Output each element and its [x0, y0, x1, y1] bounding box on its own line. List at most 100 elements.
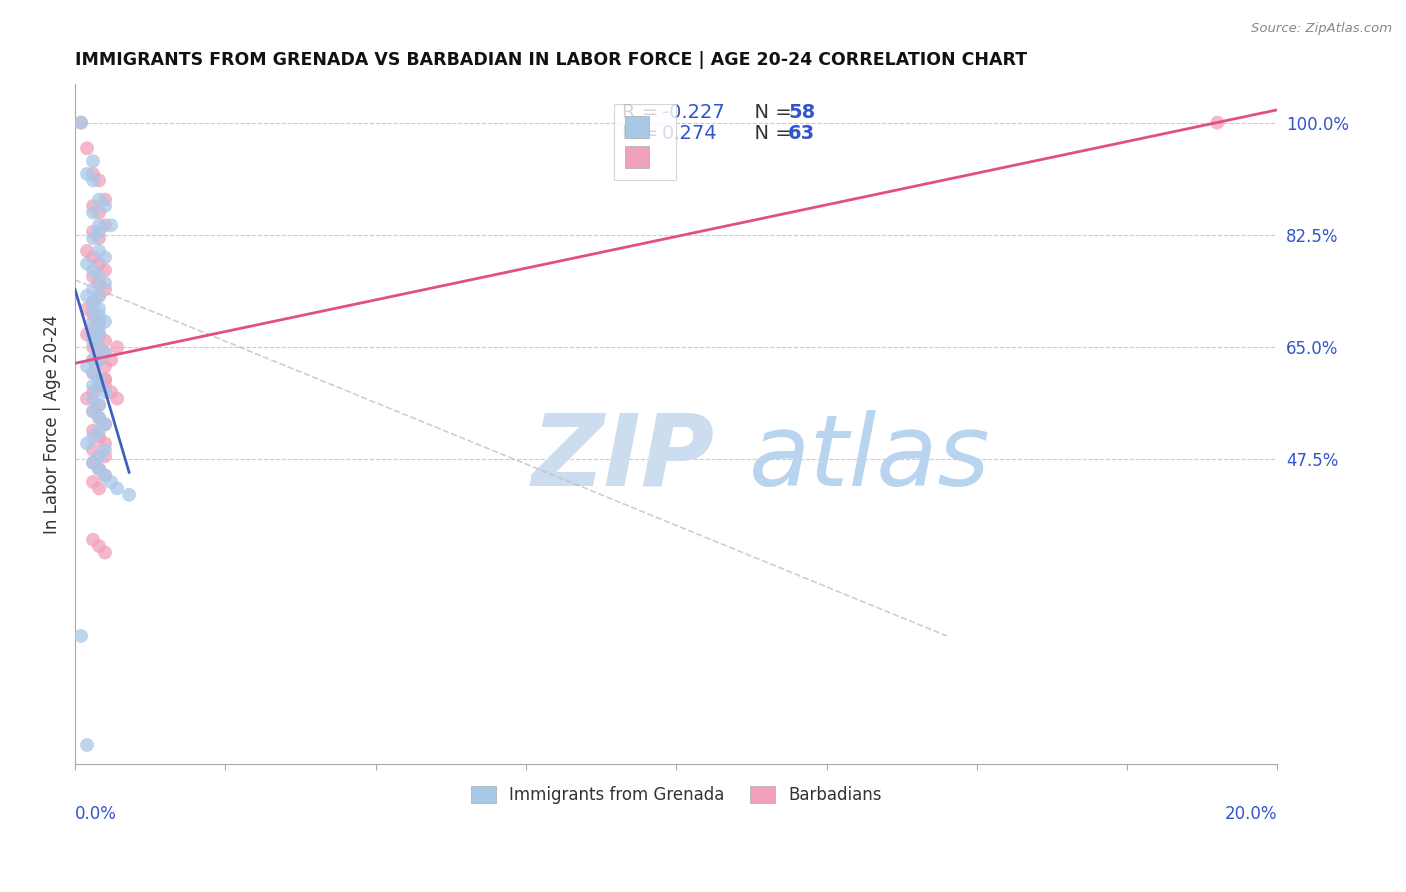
- Point: [87, 398, 110, 412]
- Point: [82, 378, 104, 392]
- Point: [87, 308, 110, 322]
- Legend: Immigrants from Grenada, Barbadians: Immigrants from Grenada, Barbadians: [464, 779, 889, 810]
- Point: [118, 488, 141, 502]
- Point: [94, 251, 117, 265]
- Point: [76, 392, 98, 406]
- Text: R =: R =: [621, 124, 671, 143]
- Point: [94, 263, 117, 277]
- Point: [82, 424, 104, 438]
- Text: 63: 63: [789, 124, 815, 143]
- Text: N =: N =: [742, 124, 799, 143]
- Point: [76, 738, 98, 752]
- Text: 20.0%: 20.0%: [1225, 805, 1278, 823]
- Point: [94, 346, 117, 360]
- Point: [82, 199, 104, 213]
- Point: [82, 430, 104, 444]
- Point: [87, 450, 110, 464]
- Point: [94, 359, 117, 374]
- Point: [87, 424, 110, 438]
- Point: [82, 385, 104, 400]
- Point: [94, 346, 117, 360]
- Point: [82, 205, 104, 219]
- Point: [87, 539, 110, 553]
- Point: [94, 545, 117, 559]
- Text: ZIP: ZIP: [531, 409, 714, 507]
- Point: [105, 340, 128, 354]
- Point: [87, 257, 110, 271]
- Point: [94, 276, 117, 290]
- Point: [100, 219, 122, 233]
- Point: [82, 269, 104, 284]
- Point: [82, 321, 104, 335]
- Point: [94, 378, 117, 392]
- Point: [70, 115, 93, 129]
- Point: [100, 385, 122, 400]
- Point: [82, 334, 104, 348]
- Point: [87, 173, 110, 187]
- Point: [100, 353, 122, 368]
- Point: [87, 289, 110, 303]
- Point: [82, 295, 104, 310]
- Point: [82, 295, 104, 310]
- Point: [70, 115, 93, 129]
- Point: [82, 314, 104, 328]
- Text: 58: 58: [789, 103, 815, 122]
- Point: [87, 205, 110, 219]
- Point: [87, 340, 110, 354]
- Point: [94, 334, 117, 348]
- Point: [87, 314, 110, 328]
- Point: [87, 321, 110, 335]
- Point: [87, 462, 110, 476]
- Point: [87, 276, 110, 290]
- Point: [87, 231, 110, 245]
- Point: [87, 372, 110, 386]
- Point: [94, 314, 117, 328]
- Point: [87, 398, 110, 412]
- Text: 0.0%: 0.0%: [75, 805, 117, 823]
- Point: [87, 410, 110, 425]
- Point: [82, 308, 104, 322]
- Point: [94, 385, 117, 400]
- Point: [76, 244, 98, 258]
- Point: [87, 340, 110, 354]
- Point: [94, 468, 117, 483]
- Point: [94, 450, 117, 464]
- Text: 0.274: 0.274: [662, 124, 717, 143]
- Point: [87, 378, 110, 392]
- Point: [82, 366, 104, 380]
- Point: [94, 282, 117, 296]
- Point: [76, 257, 98, 271]
- Point: [76, 167, 98, 181]
- Text: N =: N =: [742, 103, 799, 122]
- Point: [76, 327, 98, 342]
- Point: [105, 392, 128, 406]
- Point: [82, 456, 104, 470]
- Point: [82, 282, 104, 296]
- Point: [87, 481, 110, 495]
- Point: [87, 269, 110, 284]
- Text: atlas: atlas: [748, 409, 990, 507]
- Point: [76, 436, 98, 450]
- Point: [94, 372, 117, 386]
- Point: [82, 404, 104, 418]
- Point: [87, 244, 110, 258]
- Point: [82, 366, 104, 380]
- Point: [94, 219, 117, 233]
- Point: [94, 417, 117, 432]
- Point: [87, 327, 110, 342]
- Point: [76, 141, 98, 155]
- Point: [82, 475, 104, 489]
- Point: [87, 353, 110, 368]
- Point: [82, 154, 104, 169]
- Point: [100, 475, 122, 489]
- Point: [82, 442, 104, 457]
- Point: [82, 167, 104, 181]
- Point: [87, 462, 110, 476]
- Point: [105, 481, 128, 495]
- Text: Source: ZipAtlas.com: Source: ZipAtlas.com: [1251, 22, 1392, 36]
- Point: [94, 193, 117, 207]
- Point: [87, 430, 110, 444]
- Point: [82, 392, 104, 406]
- Point: [94, 417, 117, 432]
- Point: [1206, 115, 1229, 129]
